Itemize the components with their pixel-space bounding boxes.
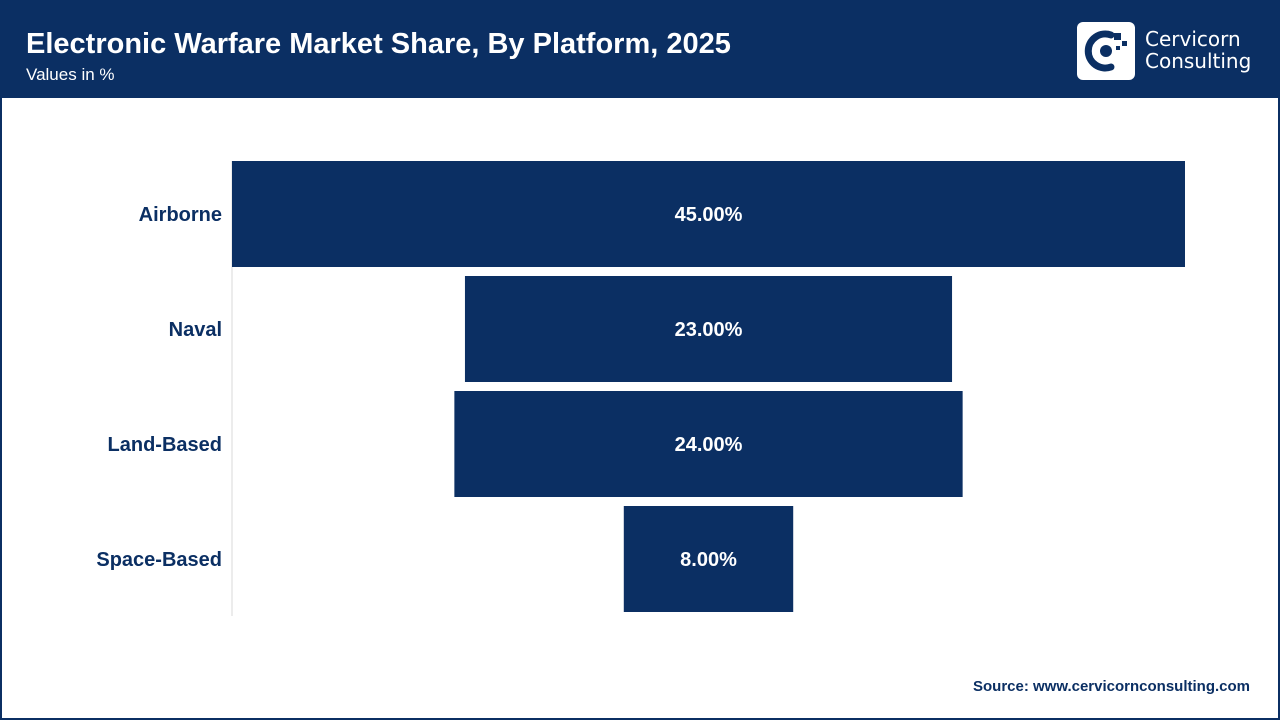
bar-airborne: [232, 161, 1185, 267]
data-label-space-based: 8.00%: [680, 549, 737, 571]
source-note: Source: www.cervicornconsulting.com: [972, 678, 1250, 695]
category-label-airborne: Airborne: [139, 204, 222, 226]
bar-land-based: [454, 391, 963, 497]
bar-naval: [464, 276, 953, 382]
page-subtitle: Values in %: [26, 65, 115, 84]
category-label-space-based: Space-Based: [96, 549, 222, 571]
market-share-funnel-chart: Airborne Naval Land-Based Space-Based 45.00…: [96, 161, 1185, 616]
brand-logo-line-2: Consulting: [1145, 49, 1252, 73]
cervicorn-logo-icon: [1077, 22, 1135, 80]
category-label-land-based: Land-Based: [108, 434, 222, 456]
data-label-land-based: 24.00%: [675, 434, 743, 456]
data-labels: 45.00% 23.00% 24.00% 8.00%: [675, 204, 743, 571]
brand-logo: Cervicorn Consulting: [1077, 22, 1267, 82]
chart-bars: [232, 161, 1185, 612]
bar-space-based: [623, 506, 794, 612]
data-label-naval: 23.00%: [675, 319, 743, 341]
header-band: Electronic Warfare Market Share, By Plat…: [2, 2, 1278, 98]
page-title: Electronic Warfare Market Share, By Plat…: [26, 28, 731, 60]
brand-logo-line-1: Cervicorn: [1145, 27, 1241, 51]
data-label-airborne: 45.00%: [675, 204, 743, 226]
category-labels: Airborne Naval Land-Based Space-Based: [96, 204, 222, 571]
brand-logo-text: Cervicorn Consulting: [1145, 28, 1251, 72]
category-label-naval: Naval: [169, 319, 222, 341]
